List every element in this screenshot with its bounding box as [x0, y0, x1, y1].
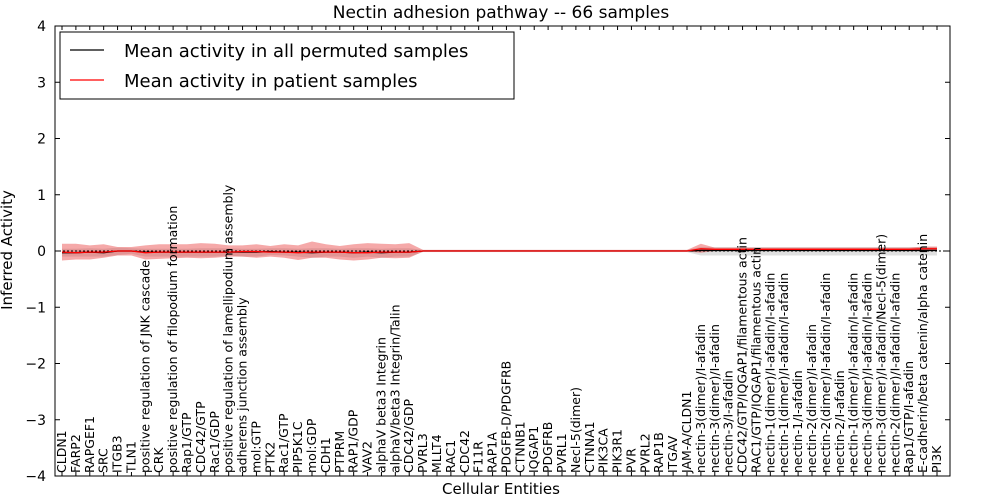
legend-label-permuted: Mean activity in all permuted samples: [124, 41, 468, 62]
category-label: Rac1/GDP: [207, 411, 222, 473]
category-label: CDC42/GDP: [401, 398, 416, 473]
category-label: RAP1/GDP: [346, 409, 361, 473]
category-label: nectin-2(dimer)/I-afadin/I-afadin: [818, 273, 833, 473]
category-label: nectin-3(dimer)/I-afadin/Necl-5(dimer): [873, 234, 888, 473]
category-label: Necl-5(dimer): [568, 387, 583, 473]
category-label: PIK3R1: [610, 429, 625, 473]
category-label: JAM-A/CLDN1: [679, 391, 694, 474]
category-label: positive regulation of filopodium format…: [165, 206, 180, 473]
category-label: nectin-3(dimer)/I-afadin: [707, 324, 722, 473]
category-label: nectin-1(dimer)/I-afadin/I-afadin: [776, 273, 791, 473]
category-label: ITGAV: [665, 435, 680, 473]
series-lines: [61, 248, 937, 254]
category-label: CLDN1: [54, 430, 69, 473]
plot-frame: [54, 25, 951, 477]
category-label: RAC1: [443, 440, 458, 473]
category-label: MLLT4: [429, 434, 444, 473]
category-label: adherens junction assembly: [235, 297, 250, 473]
category-label: RAP1B: [651, 432, 666, 473]
line-series-1: [61, 248, 937, 254]
category-label: CDC42/GTP/IQGAP1/filamentous actin: [735, 237, 750, 473]
y-tick-label: 2: [37, 132, 46, 148]
category-label: PVRL2: [637, 433, 652, 473]
category-label: nectin-3(dimer)/I-afadin/I-afadin: [860, 273, 875, 473]
category-label: PI3K: [929, 445, 944, 473]
category-label: FARP2: [68, 434, 83, 473]
category-label: CTNNB1: [512, 421, 527, 473]
category-label: SRC: [96, 448, 111, 473]
category-label: positive regulation of JNK cascade: [137, 260, 152, 473]
y-axis-label: Inferred Activity: [0, 190, 16, 310]
category-label: CDH1: [318, 437, 333, 473]
category-label: nectin-2(dimer)/I-afadin/I-afadin: [887, 273, 902, 473]
category-label: nectin-1(dimer)/I-afadin/I-afadin: [846, 273, 861, 473]
category-label: CRK: [151, 447, 166, 473]
y-axis-ticks: −4 −3 −2 −1 0 1 2 3 4: [25, 19, 950, 485]
category-label: mol:GTP: [248, 421, 263, 473]
category-label: nectin-1(dimer)/I-afadin/I-afadin: [762, 273, 777, 473]
legend-label-patient: Mean activity in patient samples: [124, 71, 418, 92]
y-tick-label: 4: [37, 19, 46, 35]
y-tick-label: −4: [25, 469, 46, 485]
category-label: CDC42: [457, 430, 472, 473]
category-label: E-cadherin/beta catenin/alpha catenin: [915, 234, 930, 473]
y-tick-label: −2: [25, 357, 46, 373]
category-label: PIP5K1C: [290, 421, 305, 473]
chart-title: Nectin adhesion pathway -- 66 samples: [333, 3, 670, 23]
category-label: IQGAP1: [526, 426, 541, 473]
x-axis-label: Cellular Entities: [442, 480, 560, 498]
category-label: VAV2: [360, 441, 375, 473]
category-label: PVRL1: [554, 433, 569, 473]
category-label: TLN1: [123, 441, 138, 474]
category-label: nectin-2(dimer)/I-afadin: [804, 324, 819, 473]
category-label: Rap1/GTP: [179, 412, 194, 473]
legend: Mean activity in all permuted samples Me…: [59, 31, 515, 100]
category-label: nectin-3(dimer)/I-afadin: [693, 324, 708, 473]
category-label: PTPRM: [332, 431, 347, 473]
category-label: CDC42/GTP: [193, 401, 208, 473]
y-tick-label: −1: [25, 300, 46, 316]
y-tick-label: 1: [37, 188, 46, 204]
category-label: alphaV beta3 Integrin: [373, 337, 388, 473]
category-label: CTNNA1: [582, 421, 597, 473]
category-label: PDGFRB: [540, 422, 555, 473]
y-tick-label: 0: [37, 244, 46, 260]
category-label: alphaV/beta3 Integrin/Talin: [387, 305, 402, 474]
category-label: ITGB3: [110, 435, 125, 473]
category-label: PVRL3: [415, 433, 430, 473]
category-label: RAP1A: [485, 432, 500, 473]
category-label: positive regulation of lamellipodium ass…: [221, 184, 236, 473]
category-label: F11R: [471, 441, 486, 473]
legend-box: [59, 31, 515, 100]
category-label: RAPGEF1: [82, 416, 97, 473]
category-label: PVR: [623, 448, 638, 473]
category-label: nectin-3/I-afadin: [721, 370, 736, 473]
category-label: Rac1/GTP: [276, 413, 291, 473]
category-label: mol:GDP: [304, 418, 319, 473]
category-label: nectin-2/I-afadin: [832, 370, 847, 473]
category-label: Rap1/GTP/I-afadin: [901, 361, 916, 473]
category-label: RAC1/GTP/IQGAP1/filamentous actin: [748, 247, 763, 473]
category-label: PIK3CA: [596, 428, 611, 473]
category-label: PTK2: [262, 442, 277, 473]
category-label: PDGFB-D/PDGFRB: [498, 361, 513, 473]
y-tick-label: −3: [25, 413, 46, 429]
x-axis-ticks: [61, 26, 938, 476]
category-label: nectin-1/I-afadin: [790, 370, 805, 473]
y-tick-label: 3: [37, 75, 46, 91]
